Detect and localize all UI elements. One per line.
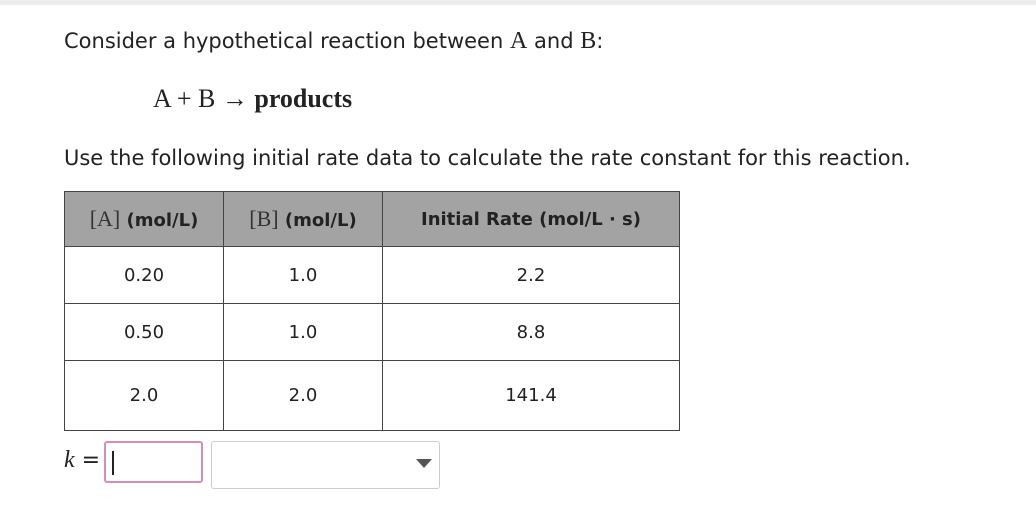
table-cell: 2.0 — [64, 360, 224, 431]
table-cell: 0.20 — [64, 246, 224, 304]
rate-table: [A] (mol/L) [B] (mol/L) Initial Rate (mo… — [64, 191, 680, 431]
equation: A + B → products — [153, 84, 352, 114]
header-math: [A] — [89, 206, 121, 231]
header-unit: (mol/L) — [126, 210, 199, 231]
intro-colon: : — [596, 29, 604, 53]
species-b: B — [580, 28, 597, 54]
equals: = — [81, 448, 101, 473]
table-cell: 0.50 — [64, 303, 224, 361]
table-cell: 2.2 — [382, 246, 680, 304]
table-cell: 1.0 — [223, 246, 383, 304]
table-body: 0.20 1.0 2.2 0.50 1.0 8.8 2.0 2.0 141.4 — [64, 246, 680, 431]
header-text: Initial Rate (mol/L · s) — [421, 208, 641, 230]
table-cell: 8.8 — [382, 303, 680, 361]
header-cell: Initial Rate (mol/L · s) — [382, 191, 680, 247]
answer-label: k = — [64, 447, 100, 474]
intro-and: and — [534, 29, 574, 53]
header-row: [A] (mol/L) [B] (mol/L) Initial Rate (mo… — [64, 191, 680, 247]
intro-lead: Consider a hypothetical reaction between — [64, 29, 504, 53]
header-cell: [B] (mol/L) — [223, 191, 383, 247]
table-cell: 1.0 — [223, 303, 383, 361]
text-caret — [112, 451, 114, 475]
dropdown-arrow — [416, 459, 432, 468]
table-cell: 2.0 — [223, 360, 383, 431]
table-row: 0.20 1.0 2.2 — [64, 246, 680, 304]
header-unit: (mol/L) — [284, 210, 357, 231]
intro: Consider a hypothetical reaction between… — [64, 28, 603, 55]
reactants: A + B → — [153, 84, 248, 113]
top-bar — [0, 0, 1036, 5]
answer-input[interactable] — [104, 441, 203, 483]
products: products — [254, 84, 353, 113]
k-variable: k — [64, 447, 75, 473]
table-row: 2.0 2.0 141.4 — [64, 360, 680, 431]
species-a: A — [509, 28, 528, 54]
instruction: Use the following initial rate data to c… — [64, 146, 911, 170]
unit-dropdown[interactable] — [211, 441, 440, 489]
header-cell: [A] (mol/L) — [64, 191, 224, 247]
table-row: 0.50 1.0 8.8 — [64, 303, 680, 361]
table-cell: 141.4 — [382, 360, 680, 431]
header-math: [B] — [249, 206, 279, 231]
